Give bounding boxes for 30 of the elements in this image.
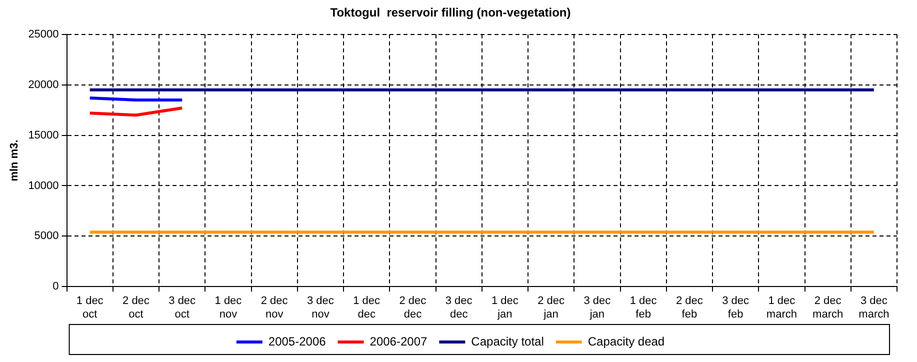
- x-tick-label: 1 dec feb: [630, 295, 658, 320]
- x-tick-label: 2 dec dec: [399, 295, 427, 320]
- legend-label: 2005-2006: [268, 334, 326, 348]
- legend-label: 2006-2007: [370, 334, 428, 348]
- x-tick-label: 3 dec feb: [722, 295, 750, 320]
- y-tick-label: 15000: [28, 129, 59, 142]
- x-tick-label: 3 dec march: [858, 295, 890, 320]
- x-tick-label: 1 dec jan: [491, 295, 519, 320]
- x-tick-label: 2 dec oct: [122, 295, 150, 320]
- y-tick-label: 0: [52, 280, 59, 293]
- x-tick-label: 2 dec nov: [260, 295, 288, 320]
- x-tick-label: 2 dec march: [812, 295, 844, 320]
- x-tick-label: 1 dec march: [766, 295, 797, 320]
- y-tick-label: 20000: [28, 78, 59, 91]
- x-tick-label: 1 dec nov: [214, 295, 242, 320]
- y-tick-label: 25000: [28, 28, 59, 40]
- x-tick-label: 1 dec oct: [76, 295, 104, 320]
- x-tick-label: 2 dec feb: [676, 295, 704, 320]
- x-tick-label: 3 dec dec: [445, 295, 473, 320]
- legend-label: Capacity dead: [588, 334, 665, 348]
- y-tick-label: 10000: [28, 180, 59, 192]
- x-tick-label: 3 dec jan: [584, 295, 612, 320]
- y-axis-title: mln m3.: [8, 140, 21, 182]
- y-tick-label: 5000: [34, 230, 59, 242]
- x-tick-label: 3 dec nov: [307, 295, 334, 320]
- chart-title: Toktogul reservoir filling (non-vegetation): [330, 6, 571, 20]
- x-tick-label: 3 dec oct: [168, 295, 196, 320]
- x-tick-label: 2 dec jan: [538, 295, 566, 320]
- legend-label: Capacity total: [471, 334, 544, 348]
- x-tick-label: 1 dec dec: [353, 295, 381, 320]
